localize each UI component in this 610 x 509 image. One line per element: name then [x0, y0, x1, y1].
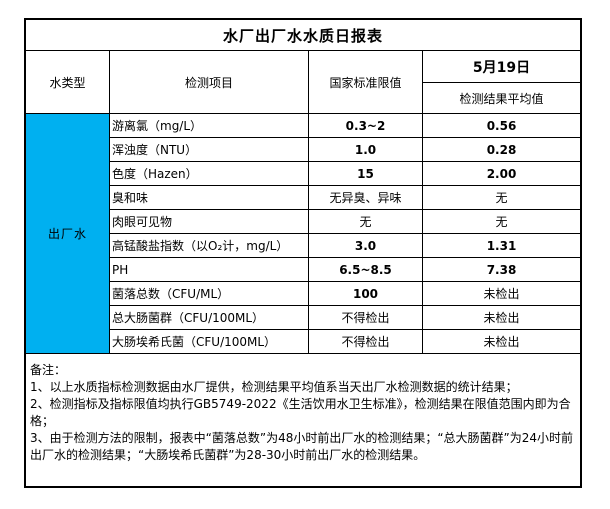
- water-quality-report-table: 水厂出厂水水质日报表 水类型 检测项目 国家标准限值 5月19日 检测结果平均值…: [24, 18, 582, 488]
- header-water-type: 水类型: [26, 51, 110, 114]
- row-result: 未检出: [423, 282, 580, 306]
- row-result: 0.28: [423, 138, 580, 162]
- row-item: 色度（Hazen）: [110, 162, 309, 186]
- row-result: 未检出: [423, 330, 580, 354]
- header-date: 5月19日: [423, 51, 580, 83]
- header-test-item: 检测项目: [110, 51, 309, 114]
- row-standard: 不得检出: [309, 330, 423, 354]
- header-date-group: 5月19日 检测结果平均值: [423, 51, 580, 114]
- table-header-row: 水类型 检测项目 国家标准限值 5月19日 检测结果平均值: [26, 51, 580, 114]
- row-standard: 6.5~8.5: [309, 258, 423, 282]
- row-standard: 无异臭、异味: [309, 186, 423, 210]
- remarks-label: 备注：: [30, 363, 67, 377]
- remark-3: 3、由于检测方法的限制，报表中“菌落总数”为48小时前出厂水的检测结果；“总大肠…: [30, 431, 574, 462]
- row-result: 2.00: [423, 162, 580, 186]
- row-item: 总大肠菌群（CFU/100ML）: [110, 306, 309, 330]
- row-result: 未检出: [423, 306, 580, 330]
- row-result: 无: [423, 186, 580, 210]
- remarks-section: 备注： 1、以上水质指标检测数据由水厂提供，检测结果平均值系当天出厂水检测数据的…: [26, 354, 580, 486]
- remark-1: 1、以上水质指标检测数据由水厂提供，检测结果平均值系当天出厂水检测数据的统计结果…: [30, 380, 518, 394]
- row-standard: 无: [309, 210, 423, 234]
- row-standard: 100: [309, 282, 423, 306]
- row-item: 高锰酸盐指数（以O₂计，mg/L）: [110, 234, 309, 258]
- row-result: 0.56: [423, 114, 580, 138]
- report-title: 水厂出厂水水质日报表: [26, 20, 580, 51]
- row-standard: 0.3~2: [309, 114, 423, 138]
- row-result: 无: [423, 210, 580, 234]
- row-standard: 不得检出: [309, 306, 423, 330]
- row-result: 7.38: [423, 258, 580, 282]
- row-item: 浑浊度（NTU）: [110, 138, 309, 162]
- water-type-cell: 出厂水: [26, 114, 110, 354]
- remark-2: 2、检测指标及指标限值均执行GB5749-2022《生活饮用水卫生标准》，检测结…: [30, 397, 571, 428]
- header-result-average: 检测结果平均值: [459, 91, 544, 106]
- row-standard: 3.0: [309, 234, 423, 258]
- row-item: 臭和味: [110, 186, 309, 210]
- row-item: 大肠埃希氏菌（CFU/100ML）: [110, 330, 309, 354]
- row-standard: 1.0: [309, 138, 423, 162]
- row-item: PH: [110, 258, 309, 282]
- row-item: 菌落总数（CFU/ML）: [110, 282, 309, 306]
- row-standard: 15: [309, 162, 423, 186]
- row-item: 游离氯（mg/L）: [110, 114, 309, 138]
- table-body: 出厂水 游离氯（mg/L） 0.3~2 0.56 浑浊度（NTU） 1.0 0.…: [26, 114, 580, 354]
- header-national-standard-limit: 国家标准限值: [309, 51, 423, 114]
- row-result: 1.31: [423, 234, 580, 258]
- row-item: 肉眼可见物: [110, 210, 309, 234]
